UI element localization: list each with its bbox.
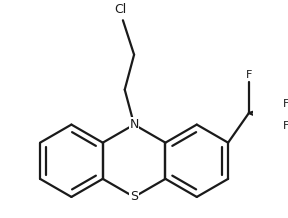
Text: F: F xyxy=(246,70,252,80)
Text: N: N xyxy=(129,118,139,131)
Text: Cl: Cl xyxy=(115,3,127,16)
Text: S: S xyxy=(130,191,138,203)
Text: F: F xyxy=(283,121,288,131)
Text: F: F xyxy=(283,99,288,109)
